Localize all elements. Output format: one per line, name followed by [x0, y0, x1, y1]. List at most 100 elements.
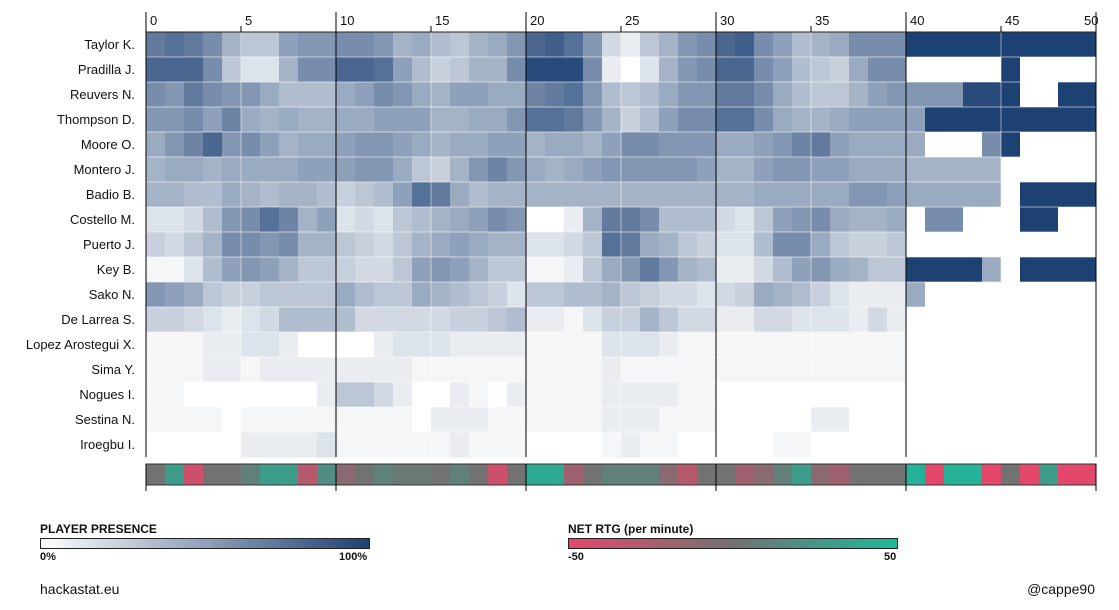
heatmap-cell	[640, 57, 660, 83]
heatmap-cell	[773, 332, 793, 358]
heatmap-cell	[811, 282, 831, 308]
heatmap-cell	[811, 432, 831, 458]
heatmap-cell	[393, 432, 413, 458]
heatmap-cell	[887, 232, 907, 258]
heatmap-cell	[450, 232, 470, 258]
heatmap-cell	[564, 182, 584, 208]
heatmap-cell	[944, 232, 964, 258]
heatmap-cell	[602, 32, 622, 58]
heatmap-cell	[792, 232, 812, 258]
heatmap-cell	[830, 307, 850, 333]
heatmap-cell	[1058, 207, 1078, 233]
heatmap-cell	[355, 407, 375, 433]
heatmap-cell	[963, 357, 983, 383]
heatmap-cell	[963, 407, 983, 433]
heatmap-cell	[982, 82, 1002, 108]
heatmap-cell	[146, 432, 166, 458]
heatmap-cell	[944, 282, 964, 308]
heatmap-cell	[982, 407, 1002, 433]
net-rtg-cell	[355, 464, 375, 485]
heatmap-cell	[1020, 282, 1040, 308]
heatmap-cell	[583, 257, 603, 283]
heatmap-cell	[583, 132, 603, 158]
heatmap-cell	[773, 307, 793, 333]
heatmap-cell	[1020, 232, 1040, 258]
heatmap-cell	[1039, 157, 1059, 183]
heatmap-cell	[1020, 357, 1040, 383]
x-tick-label: 15	[435, 13, 449, 28]
heatmap-cell	[1020, 407, 1040, 433]
heatmap-cell	[431, 257, 451, 283]
heatmap-cell	[640, 182, 660, 208]
net-rtg-cell	[260, 464, 280, 485]
heatmap-cell	[963, 82, 983, 108]
heatmap-cell	[526, 307, 546, 333]
heatmap-cell	[260, 232, 280, 258]
heatmap-cell	[374, 282, 394, 308]
heatmap-cell	[488, 32, 508, 58]
heatmap-cell	[1001, 82, 1021, 108]
heatmap-cell	[469, 407, 489, 433]
heatmap-cell	[811, 257, 831, 283]
heatmap-cell	[792, 182, 812, 208]
heatmap-cell	[811, 207, 831, 233]
heatmap-cell	[583, 232, 603, 258]
heatmap-cell	[355, 32, 375, 58]
netrtg-legend-max: 50	[884, 551, 897, 563]
heatmap-cell	[640, 132, 660, 158]
heatmap-cell	[241, 357, 261, 383]
heatmap-cell	[526, 82, 546, 108]
heatmap-cell	[507, 382, 527, 408]
x-tick-label: 0	[150, 13, 157, 28]
heatmap-cell	[1058, 232, 1078, 258]
net-rtg-cell	[222, 464, 242, 485]
heatmap-cell	[678, 107, 698, 133]
heatmap-cell	[279, 382, 299, 408]
heatmap-cell	[659, 232, 679, 258]
heatmap-cell	[944, 32, 964, 58]
heatmap-cell	[659, 132, 679, 158]
heatmap-cell	[640, 432, 660, 458]
heatmap-cell	[355, 82, 375, 108]
heatmap-cell	[906, 57, 926, 83]
heatmap-cell	[811, 232, 831, 258]
heatmap-cell	[1020, 257, 1040, 283]
heatmap-cell	[1039, 82, 1059, 108]
heatmap-cell	[773, 132, 793, 158]
heatmap-cell	[526, 57, 546, 83]
heatmap-cell	[222, 132, 242, 158]
heatmap-cell	[298, 357, 318, 383]
presence-legend-title: PLAYER PRESENCE	[40, 522, 157, 536]
heatmap-cell	[165, 232, 185, 258]
heatmap-cell	[526, 182, 546, 208]
x-tick-label: 25	[625, 13, 639, 28]
heatmap-cell	[317, 357, 337, 383]
heatmap-cell	[1001, 57, 1021, 83]
heatmap-cell	[184, 32, 204, 58]
heatmap-cell	[298, 82, 318, 108]
heatmap-cell	[184, 257, 204, 283]
heatmap-cell	[450, 332, 470, 358]
heatmap-cell	[621, 432, 641, 458]
heatmap-cell	[241, 432, 261, 458]
net-rtg-cell	[849, 464, 869, 485]
heatmap-cell	[773, 157, 793, 183]
heatmap-cell	[982, 332, 1002, 358]
heatmap-cell	[659, 332, 679, 358]
heatmap-cell	[887, 182, 907, 208]
heatmap-cell	[450, 107, 470, 133]
heatmap-cell	[203, 57, 223, 83]
heatmap-cell	[792, 57, 812, 83]
heatmap-cell	[849, 382, 869, 408]
net-rtg-cell	[469, 464, 489, 485]
heatmap-cell	[260, 182, 280, 208]
heatmap-cell	[203, 282, 223, 308]
heatmap-cell	[203, 107, 223, 133]
heatmap-cell	[1020, 157, 1040, 183]
net-rtg-cell	[165, 464, 185, 485]
heatmap-cell	[393, 307, 413, 333]
x-tick-label: 30	[720, 13, 734, 28]
heatmap-cell	[488, 357, 508, 383]
heatmap-cell	[640, 32, 660, 58]
heatmap-cell	[222, 157, 242, 183]
